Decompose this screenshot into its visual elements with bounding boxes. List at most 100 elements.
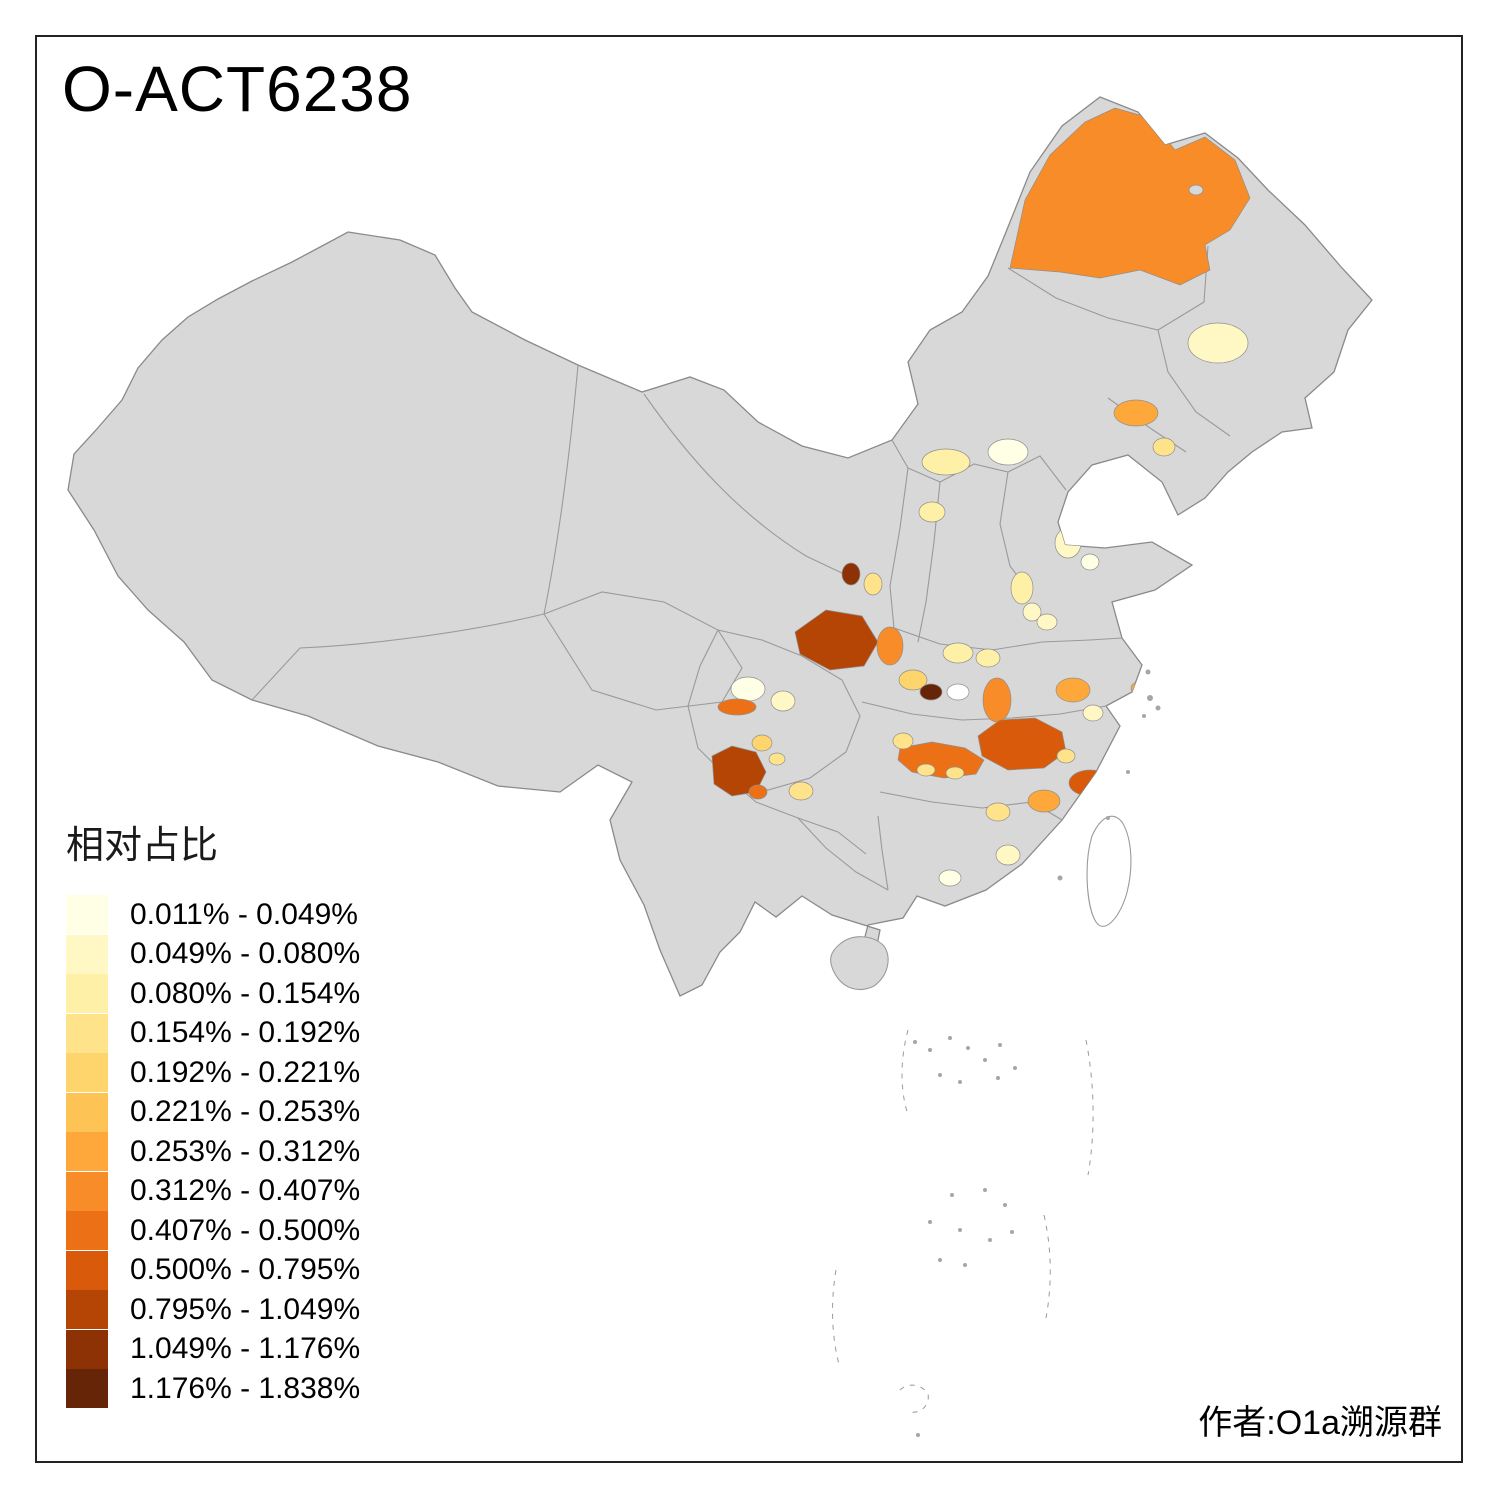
china-mainland-outline [67,96,1373,997]
province-border [889,467,909,629]
map-region [982,677,1012,723]
island-dot [983,1188,987,1192]
legend-swatch-rect [66,1211,108,1251]
sea-boundary-dash [832,1269,841,1369]
map-region [1130,681,1148,695]
legend-label: 1.049% - 1.176% [130,1332,361,1366]
map-region [1082,704,1104,722]
legend-swatch-rect [66,974,108,1014]
map-region [1055,677,1091,703]
island-dot [1003,1203,1007,1207]
legend-swatch-rect [66,1092,108,1132]
map-region [1152,437,1176,457]
province-border [877,815,889,891]
legend-swatch [66,1171,108,1211]
island-dot [1013,1066,1017,1070]
legend-label: 0.049% - 0.080% [130,937,361,971]
legend-swatch [66,974,108,1014]
map-region [768,752,786,766]
sea-boundary-dash [901,1029,909,1116]
island-dot [1057,875,1063,881]
island-dot [1147,695,1153,701]
map-region [1022,602,1042,622]
map-region [1027,789,1061,813]
sea-boundary-dash [1043,1214,1051,1319]
legend-swatch-rect [66,1290,108,1330]
legend-label: 0.795% - 1.049% [130,1292,361,1326]
map-region [1056,748,1076,764]
map-region [751,734,773,752]
legend-item: 0.253% - 0.312% [66,1132,360,1172]
island-dot [958,1228,962,1232]
province-border [797,817,889,891]
legend-label: 0.407% - 0.500% [130,1213,361,1247]
coastal-islands [1057,669,1161,881]
map-region [975,648,1001,668]
island-dot [988,1238,992,1242]
legend-item: 0.312% - 0.407% [66,1171,360,1212]
island-dot [938,1258,942,1262]
map-region [1036,613,1058,631]
legend-swatch [66,1092,108,1132]
island-dot [963,1263,967,1267]
island-dot [1106,816,1110,820]
island-dot [916,1433,920,1437]
map-region [748,784,768,800]
legend-swatch-rect [66,1053,108,1093]
map-region [1054,527,1082,559]
province-border [251,613,545,701]
island-dot [998,1043,1002,1047]
legend-label: 0.253% - 0.312% [130,1134,361,1168]
legend-item: 0.011% - 0.049% [66,895,360,935]
map-region [770,690,796,712]
legend-label: 0.011% - 0.049% [130,897,358,931]
island-dot [1155,705,1161,711]
legend-item: 0.080% - 0.154% [66,974,360,1014]
legend-swatch-rect [66,1013,108,1053]
legend-swatch-rect [66,1132,108,1172]
island-dot [938,1073,942,1077]
legend-label: 0.154% - 0.192% [130,1016,361,1050]
legend-item: 0.049% - 0.080% [66,934,361,975]
map-region [717,698,757,716]
province-border [1007,245,1209,331]
legend-title: 相对占比 [66,825,219,867]
map-region [898,669,928,691]
legend-label: 0.192% - 0.221% [130,1055,361,1089]
island-dot [996,1076,1000,1080]
map-region [938,869,962,887]
legend: 相对占比 0.011% - 0.049% 0.049% - 0.080% 0.0… [66,814,360,1409]
legend-label: 0.221% - 0.253% [130,1095,361,1129]
legend-swatch [66,1329,108,1369]
province-border [861,701,1107,721]
island-dot [1126,770,1130,774]
map-region [892,732,914,750]
map-region [1009,107,1251,286]
legend-swatch-rect [66,1171,108,1211]
taiwan-island [1086,815,1132,927]
legend-item: 0.154% - 0.192% [66,1013,361,1054]
map-region [1113,399,1159,427]
province-border [543,364,579,615]
island-dot [1010,1230,1014,1234]
map-region [1010,571,1034,605]
map-region [945,766,965,780]
legend-item: 0.795% - 1.049% [66,1290,360,1330]
attribution: 作者:O1a溯源群 [1198,1404,1442,1442]
map-region [711,745,767,797]
map-region [919,683,943,701]
map-region [1188,184,1204,196]
province-border [893,627,1123,651]
legend-swatch [66,1013,108,1053]
map-region [1068,769,1112,797]
legend-item: 0.221% - 0.253% [66,1092,361,1133]
map-region [788,781,814,801]
island-dot [1145,669,1151,675]
page-title: O-ACT6238 [62,53,413,125]
legend-label: 0.080% - 0.154% [130,976,361,1010]
map-region [841,562,861,586]
province-border [1157,329,1231,437]
map-region [995,844,1021,866]
